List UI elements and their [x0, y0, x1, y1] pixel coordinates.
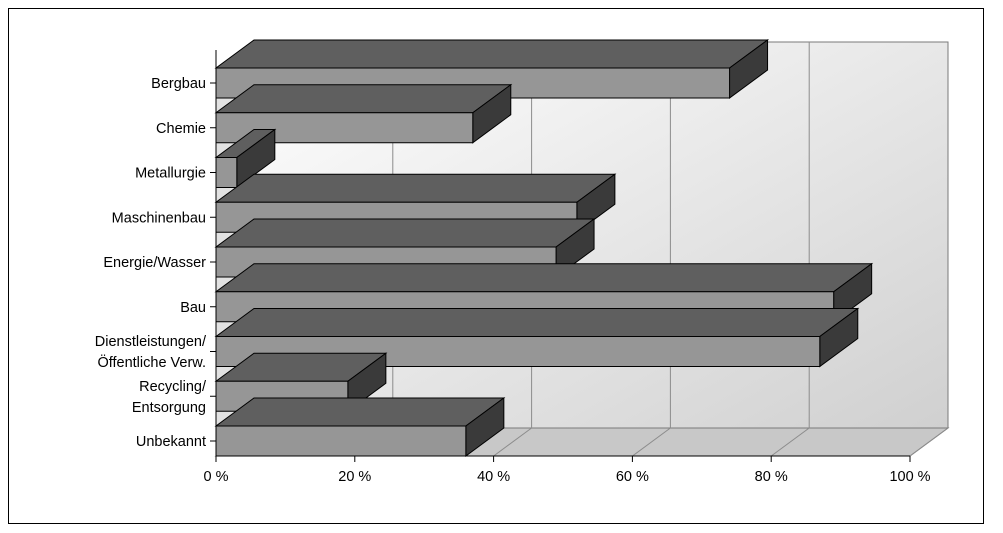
category-label: Unbekannt — [136, 434, 206, 450]
bar-top — [214, 84, 513, 114]
bar-front — [215, 157, 238, 188]
bar-top — [214, 173, 617, 203]
bar — [214, 307, 860, 368]
category-label: Bergbau — [151, 76, 206, 92]
floor-gridline — [770, 427, 810, 457]
bar — [214, 128, 277, 189]
category-label: Recycling/ — [139, 379, 207, 395]
x-tick-label: 40 % — [477, 469, 510, 485]
floor-gridline — [909, 427, 949, 457]
x-tick-label: 0 % — [204, 469, 229, 485]
bar-top — [214, 308, 860, 337]
bar-top — [214, 397, 506, 427]
floor-gridline — [632, 427, 671, 457]
x-tick-label: 20 % — [338, 469, 371, 485]
x-tick-label: 60 % — [616, 469, 649, 485]
category-label: Metallurgie — [135, 166, 206, 182]
category-label: Öffentliche Verw. — [97, 353, 206, 371]
category-label: Energie/Wasser — [103, 255, 206, 271]
bar-top — [214, 218, 596, 248]
category-label: Entsorgung — [132, 400, 206, 416]
category-label: Chemie — [156, 121, 206, 137]
floor-gridline — [493, 427, 532, 457]
bar-top — [214, 39, 770, 69]
x-tick-label: 80 % — [755, 469, 788, 485]
x-tick-label: 100 % — [889, 469, 930, 485]
bar-front — [215, 425, 467, 457]
bar-top — [214, 263, 874, 293]
category-label: Dienstleistungen/ — [95, 334, 207, 350]
category-label: Maschinenbau — [112, 210, 206, 226]
category-label: Bau — [180, 300, 206, 316]
bar — [214, 397, 506, 457]
